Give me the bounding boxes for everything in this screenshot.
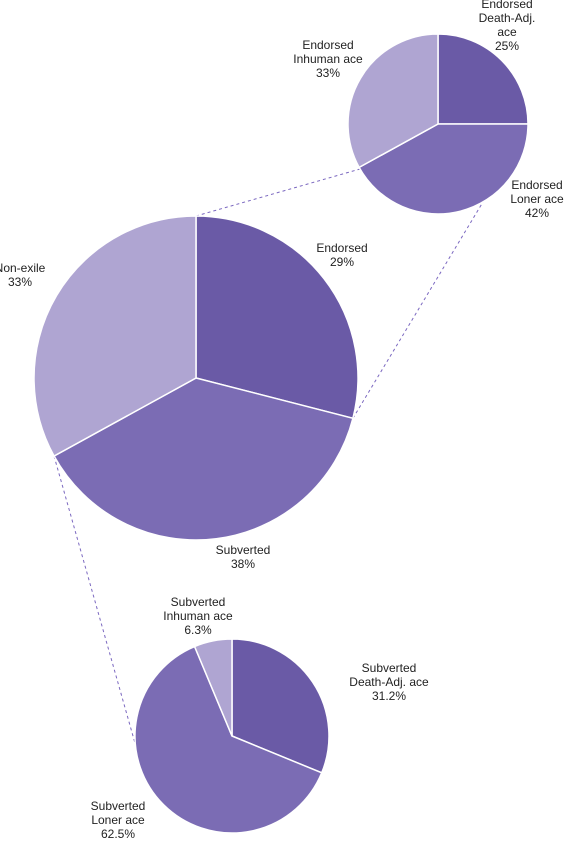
endorsed-detail-label-endorsed-death-adj-ace: Endorsed Death-Adj. ace 25% (479, 0, 536, 53)
main-label-subverted: Subverted 38% (216, 543, 271, 571)
endorsed-detail-slice-endorsed-inhuman-ace (347, 33, 439, 169)
main-slice-endorsed (195, 215, 359, 420)
subverted-detail-label-subverted-death-adj-ace: Subverted Death-Adj. ace 31.2% (349, 661, 429, 703)
subverted-detail-slice-subverted-loner-ace (134, 645, 323, 834)
endorsed-detail-pie (347, 33, 529, 215)
main-slice-subverted (53, 377, 354, 541)
endorsed-detail-slice-endorsed-loner-ace (358, 123, 529, 215)
subverted-detail-pie (134, 638, 330, 834)
subverted-detail-label-subverted-loner-ace: Subverted Loner ace 62.5% (91, 799, 146, 841)
connector-lines (53, 168, 484, 745)
main-label-endorsed: Endorsed 29% (316, 241, 367, 269)
subverted-detail-label-subverted-inhuman-ace: Subverted Inhuman ace 6.3% (163, 595, 233, 637)
endorsed-detail-label-endorsed-inhuman-ace: Endorsed Inhuman ace 33% (293, 38, 363, 80)
subverted-detail-slice-subverted-inhuman-ace (193, 638, 233, 737)
endorsed-detail-slice-endorsed-death-adj-ace (437, 33, 529, 125)
subverted-detail-slice-subverted-death-adj-ace (231, 638, 330, 774)
connector-endorsed-lower (352, 201, 484, 419)
main-pie (33, 215, 359, 541)
connector-subverted-left (53, 455, 136, 745)
connector-endorsed-upper (195, 168, 361, 217)
main-slice-non-exile (33, 215, 197, 458)
endorsed-detail-label-endorsed-loner-ace: Endorsed Loner ace 42% (510, 178, 564, 220)
